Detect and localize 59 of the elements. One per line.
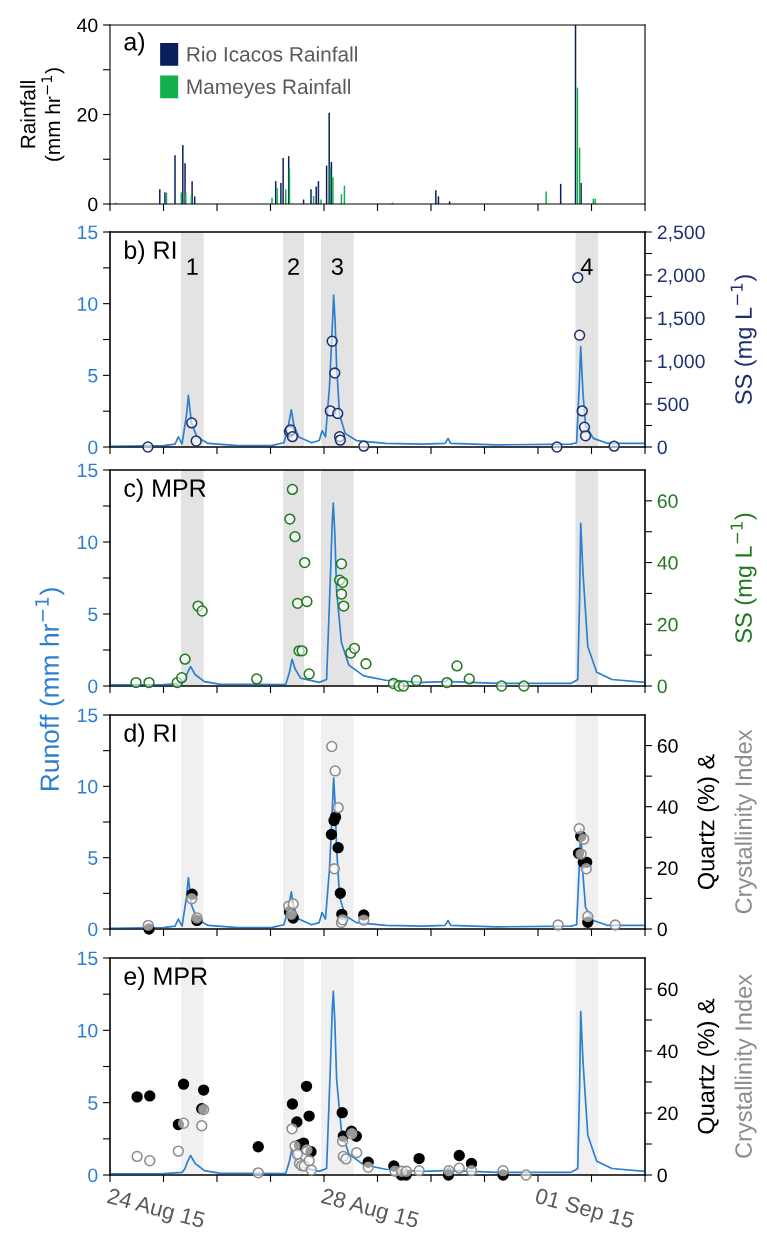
y2-axis-title: SS (mg L$^{−1}$) bbox=[730, 275, 757, 405]
y2-tick-label: 1,000 bbox=[658, 354, 705, 371]
y-tick-label: 40 bbox=[77, 18, 98, 33]
text: Crystallinity Index bbox=[734, 729, 757, 914]
y2-tick-label: 0 bbox=[657, 922, 667, 937]
x-tick-label: 24 Aug 15 bbox=[105, 1187, 206, 1233]
y-tick-label: 5 bbox=[88, 851, 98, 865]
annotation: c) MPR bbox=[124, 478, 206, 502]
y-axis-title: Runoff (mm hr$^{−1}$) bbox=[35, 588, 65, 791]
y-tick-label: 0 bbox=[88, 197, 98, 212]
y2-tick-label: 0 bbox=[657, 679, 667, 694]
legend-label: Mameyes Rainfall bbox=[187, 78, 351, 99]
y-tick-label: 0 bbox=[88, 679, 98, 694]
y2-tick-label: 60 bbox=[657, 494, 678, 509]
y-tick-label: 20 bbox=[77, 107, 98, 122]
band-label: 3 bbox=[331, 258, 343, 275]
x-tick-label: 28 Aug 15 bbox=[319, 1187, 420, 1233]
y2-tick-label: 40 bbox=[657, 800, 678, 814]
y-tick-label: 5 bbox=[88, 607, 98, 622]
y2-tick-label: 2,500 bbox=[657, 225, 705, 242]
y-tick-label: 10 bbox=[78, 535, 98, 550]
y-tick-label: 15 bbox=[78, 951, 98, 966]
annotation: a) bbox=[124, 32, 145, 56]
legend-label: Rio Icacos Rainfall bbox=[187, 46, 357, 62]
y-tick-label: 10 bbox=[78, 1023, 98, 1038]
y-tick-label: 15 bbox=[78, 225, 98, 240]
annotation: e) MPR bbox=[124, 966, 207, 990]
y2-tick-label: 20 bbox=[657, 1106, 678, 1121]
text: Quartz (%) & bbox=[697, 754, 720, 890]
y-tick-label: 10 bbox=[78, 297, 98, 311]
y-tick-label: 0 bbox=[88, 440, 98, 455]
y-tick-label: 15 bbox=[78, 708, 98, 723]
annotation: d) RI bbox=[124, 723, 176, 747]
y2-tick-label: 0 bbox=[657, 1168, 667, 1183]
x-tick-label: 01 Sep 15 bbox=[533, 1187, 635, 1233]
y2-tick-label: 40 bbox=[657, 556, 678, 570]
y2-tick-label: 60 bbox=[657, 739, 678, 753]
y2-tick-label: 60 bbox=[657, 982, 678, 997]
y-tick-label: 5 bbox=[88, 369, 98, 383]
y-tick-label: 0 bbox=[88, 1168, 98, 1183]
y-axis-title: Rainfall (mm hr$^{−1}$) bbox=[20, 68, 65, 161]
y2-tick-label: 500 bbox=[657, 397, 689, 412]
y2-tick-label: 20 bbox=[657, 617, 678, 632]
band-label: 1 bbox=[187, 258, 198, 275]
band-label: 2 bbox=[288, 258, 299, 275]
y-tick-label: 0 bbox=[88, 922, 98, 937]
y-tick-label: 5 bbox=[88, 1096, 98, 1110]
annotation: b) RI bbox=[124, 240, 176, 264]
y2-tick-label: 20 bbox=[657, 861, 678, 876]
y-tick-label: 15 bbox=[78, 463, 98, 478]
y2-axis-title: SS (mg L$^{−1}$) bbox=[730, 513, 757, 643]
y2-tick-label: 1,500 bbox=[658, 311, 705, 328]
band-label: 4 bbox=[580, 258, 593, 275]
text: Crystallinity Index bbox=[734, 974, 757, 1158]
legend-label: Quartz (%) & bbox=[697, 998, 720, 1134]
y2-tick-label: 2,000 bbox=[657, 268, 705, 285]
y-tick-label: 10 bbox=[78, 779, 98, 794]
y2-tick-label: 40 bbox=[657, 1044, 678, 1059]
y2-tick-label: 0 bbox=[657, 440, 667, 455]
